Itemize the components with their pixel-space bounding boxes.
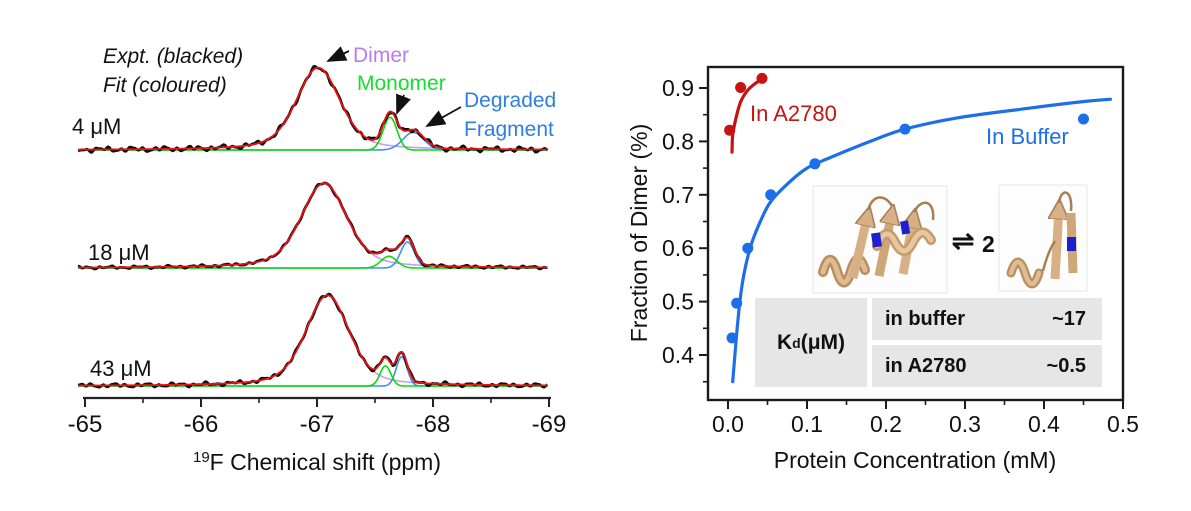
- dimer-annotation-label: Dimer: [353, 44, 409, 67]
- binding-x-tick-label: 0.2: [870, 411, 902, 437]
- degraded-annotation-label-line1: Degraded: [464, 89, 556, 112]
- nmr-tick-label: -65: [68, 411, 103, 438]
- buffer-fit-curve: [731, 97, 1112, 384]
- nmr-tick-label: -67: [300, 411, 335, 438]
- fit-trace-1: [78, 182, 548, 269]
- nmr-tick-label: -69: [532, 411, 567, 438]
- buffer-data-point: [742, 242, 754, 254]
- kd-row-a2780-value: ~0.5: [1046, 354, 1086, 377]
- binding-y-tick-label: 0.7: [662, 182, 694, 208]
- degraded-annotation-arrow: [425, 106, 462, 127]
- binding-plot-frame: [706, 65, 1125, 402]
- binding-x-axis-title: Protein Concentration (mM): [774, 447, 1057, 473]
- monomer-structure-image: [998, 184, 1088, 292]
- legend-expt-label: Expt. (blacked): [103, 45, 243, 68]
- binding-x-tick-label: 0.4: [1028, 411, 1060, 437]
- equilibrium-arrow-symbol: ⇌: [952, 226, 975, 256]
- buffer-data-point: [726, 332, 738, 344]
- binding-x-tick-label: 0.1: [791, 411, 823, 437]
- dimer-annotation-arrow: [326, 46, 350, 62]
- buffer-data-point: [809, 158, 821, 170]
- monomer-annotation-arrow: [396, 93, 411, 115]
- monomer-annotation-label: Monomer: [357, 72, 446, 95]
- kd-row-buffer-value: ~17: [1052, 307, 1086, 330]
- a2780-data-point: [756, 72, 768, 84]
- buffer-data-point: [899, 123, 911, 135]
- binding-y-tick-label: 0.6: [662, 235, 694, 261]
- buffer-data-point: [731, 297, 743, 309]
- binding-y-tick-label: 0.5: [662, 289, 694, 315]
- kd-unit: (μM): [800, 330, 846, 354]
- nmr-x-axis-title: 19F Chemical shift (ppm): [193, 449, 441, 475]
- series-label-buffer: In Buffer: [986, 124, 1069, 149]
- buffer-data-point: [1078, 113, 1089, 125]
- binding-y-axis-title: Fraction of Dimer (%): [626, 124, 652, 343]
- concentration-label-18uM: 18 μM: [88, 240, 150, 265]
- nmr-tick-label: -66: [184, 411, 219, 438]
- a2780-fit-curve: [730, 76, 767, 154]
- a2780-data-point: [735, 82, 747, 93]
- equilibrium-coefficient: 2: [982, 231, 995, 257]
- nmr-spectra-panel: [77, 64, 549, 389]
- kd-row-a2780-label: in A2780: [885, 354, 967, 377]
- nmr-x-axis: -65 -66 -67 -68 -69: [68, 396, 567, 438]
- dimer-structure-image: [812, 185, 948, 294]
- series-label-a2780: In A2780: [750, 101, 837, 126]
- binding-curves: [724, 72, 1112, 384]
- degraded-annotation-label-line2: Fragment: [464, 118, 554, 141]
- kd-row-buffer-label: in buffer: [885, 307, 965, 330]
- nmr-tick-label: -68: [416, 411, 451, 438]
- kd-row-buffer: in buffer ~17: [872, 298, 1102, 340]
- binding-x-tick-label: 0.3: [949, 411, 981, 437]
- binding-x-tick-label: 0.0: [712, 411, 744, 437]
- kd-subscript: d: [792, 334, 801, 351]
- binding-y-tick-label: 0.8: [662, 128, 694, 154]
- concentration-label-4uM: 4 μM: [72, 114, 121, 139]
- fit-trace-0: [78, 66, 548, 151]
- kd-symbol: K: [776, 330, 793, 354]
- concentration-label-43uM: 43 μM: [90, 356, 152, 381]
- a2780-data-point: [724, 124, 736, 136]
- binding-y-tick-label: 0.9: [662, 75, 694, 101]
- kd-row-a2780: in A2780 ~0.5: [872, 345, 1102, 387]
- binding-y-tick-label: 0.4: [662, 342, 694, 368]
- binding-plot-axes: 0.0 0.1 0.2 0.3 0.4 0.5 0.9 0.8 0.7 0.6 0.5 0.4: [662, 75, 1139, 437]
- fit-trace-2: [77, 294, 548, 387]
- buffer-data-point: [765, 189, 777, 201]
- binding-x-tick-label: 0.5: [1107, 411, 1139, 437]
- legend-fit-label: Fit (coloured): [103, 74, 227, 97]
